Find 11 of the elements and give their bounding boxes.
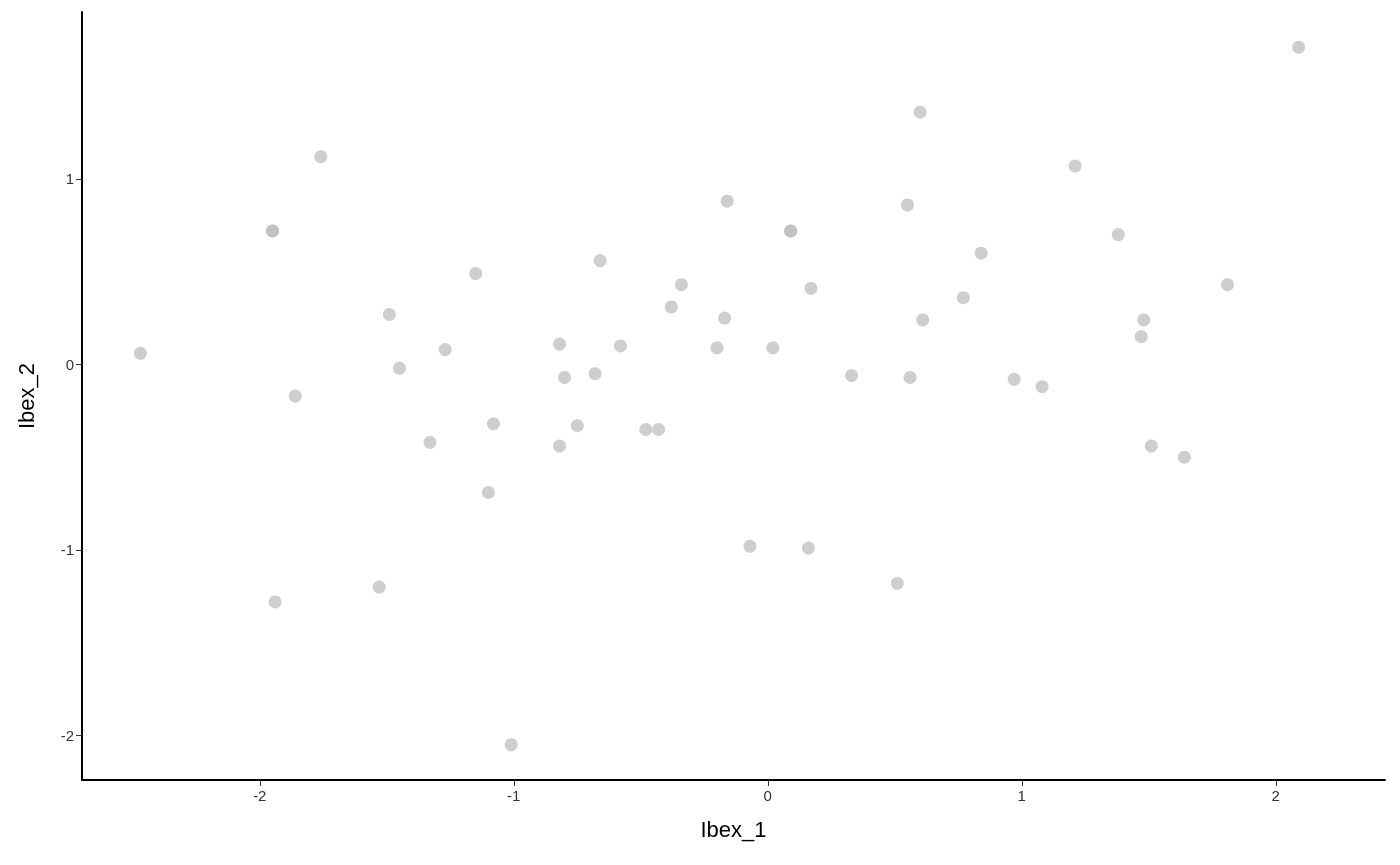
x-axis-title: Ibex_1 — [700, 816, 767, 842]
x-tick-label: 2 — [1271, 787, 1280, 804]
y-tick-label: 1 — [65, 170, 74, 188]
x-tick-label: -2 — [253, 787, 267, 804]
y-tick-label: 0 — [65, 355, 74, 373]
y-tick-label: -2 — [60, 726, 74, 744]
y-axis-title: Ibex_2 — [13, 362, 39, 430]
y-tick-label: -1 — [60, 541, 74, 559]
x-tick-label: -1 — [507, 787, 521, 804]
x-tick-label: 0 — [763, 787, 772, 804]
x-tick-label: 1 — [1017, 787, 1026, 804]
